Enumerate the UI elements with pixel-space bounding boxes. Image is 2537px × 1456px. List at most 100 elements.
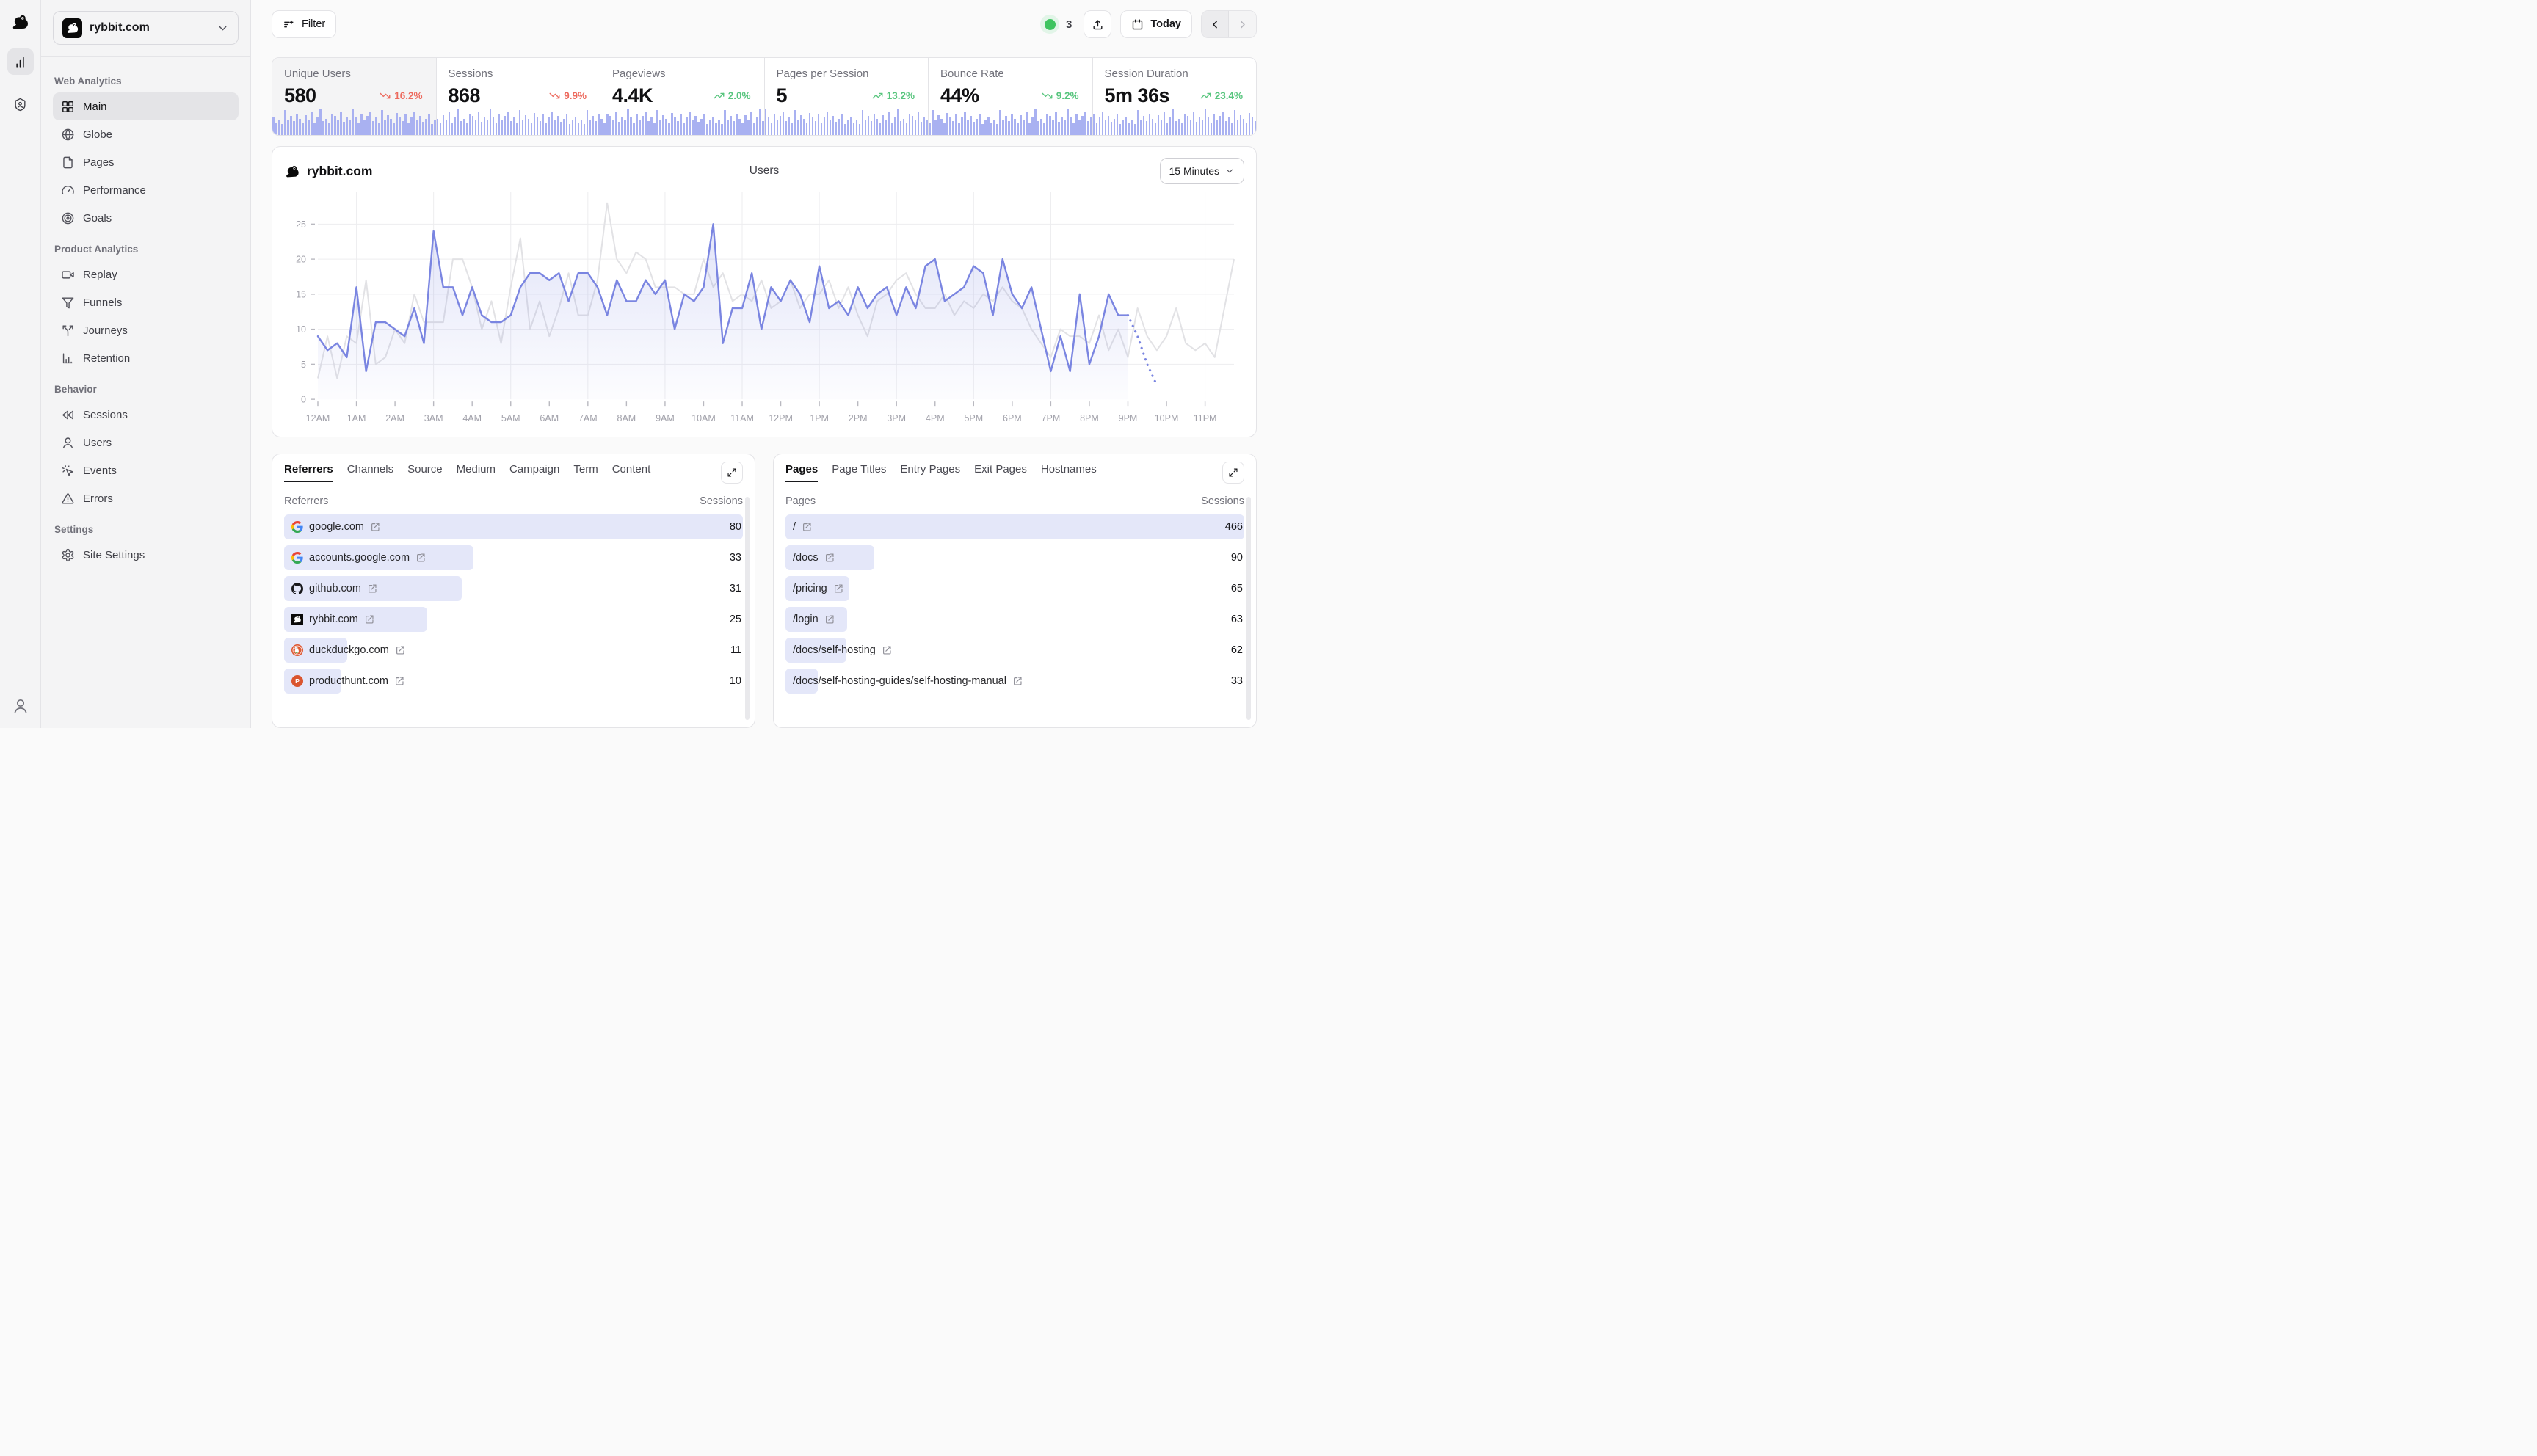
table-row[interactable]: /docs 90 xyxy=(785,545,1244,571)
stat-change: 16.2% xyxy=(380,90,423,101)
tab-pages[interactable]: Pages xyxy=(785,463,819,483)
user-profile-icon[interactable] xyxy=(12,697,29,715)
sidebar-sections: Web Analytics Main Globe Pages Performance Go… xyxy=(41,57,250,580)
stat-sparkline xyxy=(436,94,600,135)
sidebar-item-journeys[interactable]: Journeys xyxy=(53,316,239,344)
external-link-icon[interactable] xyxy=(802,522,812,532)
tab-hostnames[interactable]: Hostnames xyxy=(1040,463,1097,476)
table-row[interactable]: github.com 31 xyxy=(284,576,743,602)
tab-medium[interactable]: Medium xyxy=(456,463,496,476)
site-selector[interactable]: rybbit.com xyxy=(53,11,239,45)
tab-term[interactable]: Term xyxy=(573,463,598,476)
expand-button[interactable] xyxy=(721,462,743,484)
table-row[interactable]: /pricing 65 xyxy=(785,576,1244,602)
tab-source[interactable]: Source xyxy=(407,463,443,476)
table-row[interactable]: rybbit.com 25 xyxy=(284,607,743,633)
table-row[interactable]: duckduckgo.com 11 xyxy=(284,638,743,663)
scrollbar[interactable] xyxy=(1246,497,1251,720)
sidebar-item-errors[interactable]: Errors xyxy=(53,484,239,512)
sidebar-item-globe[interactable]: Globe xyxy=(53,120,239,148)
stat-card-session-duration[interactable]: Session Duration 5m 36s 23.4% xyxy=(1092,58,1256,135)
external-link-icon[interactable] xyxy=(824,553,835,563)
tab-content[interactable]: Content xyxy=(611,463,651,476)
next-period-button[interactable] xyxy=(1229,11,1256,37)
stat-card-unique-users[interactable]: Unique Users 580 16.2% xyxy=(272,58,437,135)
chart-site-label: rybbit.com xyxy=(307,163,373,178)
svg-text:11AM: 11AM xyxy=(730,413,754,423)
tab-channels[interactable]: Channels xyxy=(346,463,394,476)
sidebar-item-site-settings[interactable]: Site Settings xyxy=(53,541,239,569)
external-link-icon[interactable] xyxy=(882,645,892,655)
online-users-badge[interactable]: 3 xyxy=(1040,15,1072,34)
svg-text:1AM: 1AM xyxy=(347,413,366,423)
external-link-icon[interactable] xyxy=(1012,676,1023,686)
external-link-icon[interactable] xyxy=(833,583,843,594)
tab-exit-pages[interactable]: Exit Pages xyxy=(974,463,1027,476)
sidebar-item-retention[interactable]: Retention xyxy=(53,344,239,372)
sidebar-item-events[interactable]: Events xyxy=(53,456,239,484)
row-value: 90 xyxy=(1230,552,1243,564)
external-link-icon[interactable] xyxy=(395,645,405,655)
tab-page-titles[interactable]: Page Titles xyxy=(832,463,887,476)
tab-entry-pages[interactable]: Entry Pages xyxy=(900,463,961,476)
sidebar-item-goals[interactable]: Goals xyxy=(53,204,239,232)
external-link-icon[interactable] xyxy=(367,583,377,594)
sidebar-item-users[interactable]: Users xyxy=(53,429,239,456)
external-link-icon[interactable] xyxy=(370,522,380,532)
sidebar-item-label: Performance xyxy=(83,183,146,197)
tab-referrers[interactable]: Referrers xyxy=(284,463,333,483)
share-export-button[interactable] xyxy=(1084,10,1112,38)
analytics-rail-button[interactable] xyxy=(7,48,34,75)
admin-shield-rail-button[interactable] xyxy=(7,91,34,117)
row-value: 33 xyxy=(729,552,741,564)
referrers-rows: google.com 80 accounts.google.com 33 github.… xyxy=(284,514,743,694)
date-range-button[interactable]: Today xyxy=(1120,10,1192,38)
file-icon xyxy=(61,156,75,170)
sidebar-item-performance[interactable]: Performance xyxy=(53,176,239,204)
sidebar-item-label: Events xyxy=(83,464,117,477)
row-value: 65 xyxy=(1230,583,1243,595)
sidebar-item-sessions[interactable]: Sessions xyxy=(53,401,239,429)
stat-card-pages-per-session[interactable]: Pages per Session 5 13.2% xyxy=(764,58,929,135)
stat-card-pageviews[interactable]: Pageviews 4.4K 2.0% xyxy=(600,58,765,135)
calendar-icon xyxy=(1131,18,1144,31)
user-icon xyxy=(61,436,75,450)
external-link-icon[interactable] xyxy=(364,614,374,625)
scrollbar[interactable] xyxy=(745,497,750,720)
expand-button[interactable] xyxy=(1222,462,1244,484)
table-row[interactable]: google.com 80 xyxy=(284,514,743,540)
online-count: 3 xyxy=(1066,18,1072,31)
interval-select[interactable]: 15 Minutes xyxy=(1159,158,1244,184)
svg-text:6PM: 6PM xyxy=(1003,413,1022,423)
sidebar-item-funnels[interactable]: Funnels xyxy=(53,288,239,316)
svg-text:25: 25 xyxy=(296,219,306,230)
google-favicon xyxy=(291,552,303,564)
table-row[interactable]: /docs/self-hosting 62 xyxy=(785,638,1244,663)
stat-change: 13.2% xyxy=(872,90,915,101)
external-link-icon[interactable] xyxy=(415,553,426,563)
row-label: producthunt.com xyxy=(309,675,389,688)
tab-campaign[interactable]: Campaign xyxy=(509,463,560,476)
table-row[interactable]: / 466 xyxy=(785,514,1244,540)
external-link-icon[interactable] xyxy=(824,614,835,625)
sidebar-item-pages[interactable]: Pages xyxy=(53,148,239,176)
target-icon xyxy=(61,211,75,225)
row-value-bar xyxy=(785,607,848,633)
stat-card-bounce-rate[interactable]: Bounce Rate 44% 9.2% xyxy=(929,58,1093,135)
filter-button[interactable]: Filter xyxy=(272,10,337,38)
previous-period-button[interactable] xyxy=(1202,11,1229,37)
sidebar-item-label: Site Settings xyxy=(83,548,145,561)
table-row[interactable]: accounts.google.com 33 xyxy=(284,545,743,571)
stat-card-sessions[interactable]: Sessions 868 9.9% xyxy=(436,58,600,135)
rybbit-logo-icon xyxy=(10,12,31,32)
stat-label: Pageviews xyxy=(612,68,666,80)
external-link-icon[interactable] xyxy=(394,676,404,686)
table-row[interactable]: /login 63 xyxy=(785,607,1244,633)
table-row[interactable]: /docs/self-hosting-guides/self-hosting-m… xyxy=(785,669,1244,694)
sidebar-item-main[interactable]: Main xyxy=(53,92,239,120)
svg-text:20: 20 xyxy=(296,255,306,265)
topbar: Filter 3 Today xyxy=(272,10,1257,38)
producthunt-favicon: P xyxy=(291,675,303,688)
sidebar-item-replay[interactable]: Replay xyxy=(53,261,239,288)
